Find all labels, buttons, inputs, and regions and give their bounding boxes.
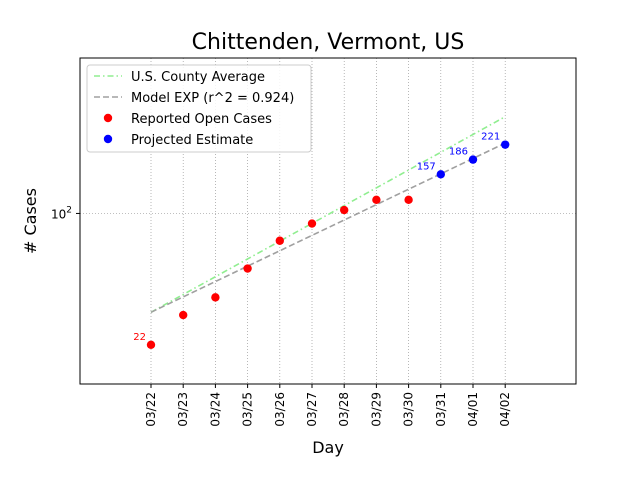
- x-tick-label: 03/26: [273, 392, 287, 427]
- data-point: [404, 195, 413, 205]
- data-point: [340, 205, 349, 215]
- data-point: [501, 140, 510, 149]
- x-tick-label: 03/22: [144, 392, 158, 427]
- data-annotations: 22 157 186 221: [133, 132, 500, 343]
- data-point: [243, 264, 252, 273]
- x-tick-label: 03/27: [305, 392, 319, 427]
- chart-title: Chittenden, Vermont, US: [192, 30, 465, 55]
- legend-marker-swatch: [103, 113, 113, 123]
- legend-entry: Model EXP (r^2 = 0.924): [131, 91, 294, 106]
- x-tick-label: 03/30: [402, 392, 416, 427]
- data-point: [211, 293, 220, 302]
- data-points: [146, 140, 510, 349]
- series-line-1: [150, 142, 506, 314]
- legend-entry: Projected Estimate: [131, 133, 253, 148]
- y-axis-label: # Cases: [21, 188, 40, 254]
- x-tick-label: 04/02: [498, 392, 512, 427]
- data-point: [307, 219, 317, 228]
- y-axis-ticks: 102: [51, 205, 80, 221]
- data-point: [275, 236, 284, 245]
- legend: U.S. County Average Model EXP (r^2 = 0.92…: [86, 64, 312, 153]
- legend-entry: U.S. County Average: [131, 70, 265, 85]
- x-axis-label: Day: [312, 438, 344, 457]
- data-point: [146, 340, 156, 349]
- data-point: [372, 195, 381, 205]
- x-tick-label: 03/31: [434, 392, 448, 427]
- x-tick-label: 03/23: [176, 392, 190, 427]
- data-point: [468, 155, 478, 164]
- series-lines: [150, 115, 506, 314]
- data-point: [436, 170, 445, 179]
- legend-box: [86, 64, 312, 153]
- legend-entry: Reported Open Cases: [131, 112, 272, 127]
- legend-marker-swatch: [103, 134, 113, 144]
- x-tick-label: 03/28: [337, 392, 351, 427]
- data-label: 186: [449, 147, 468, 158]
- data-label: 157: [417, 161, 436, 172]
- x-axis-ticks: 03/22 03/23 03/24 03/25 03/26 03/27 03/28 03/29…: [144, 384, 512, 427]
- data-label: 221: [481, 132, 500, 143]
- y-tick-label: 102: [51, 205, 72, 221]
- x-tick-label: 03/29: [369, 392, 383, 427]
- x-tick-label: 03/24: [208, 392, 222, 427]
- x-tick-label: 03/25: [241, 392, 255, 427]
- x-tick-label: 04/01: [466, 392, 480, 427]
- plot-frame: [79, 57, 577, 385]
- data-label: 22: [133, 332, 146, 343]
- data-point: [179, 310, 188, 320]
